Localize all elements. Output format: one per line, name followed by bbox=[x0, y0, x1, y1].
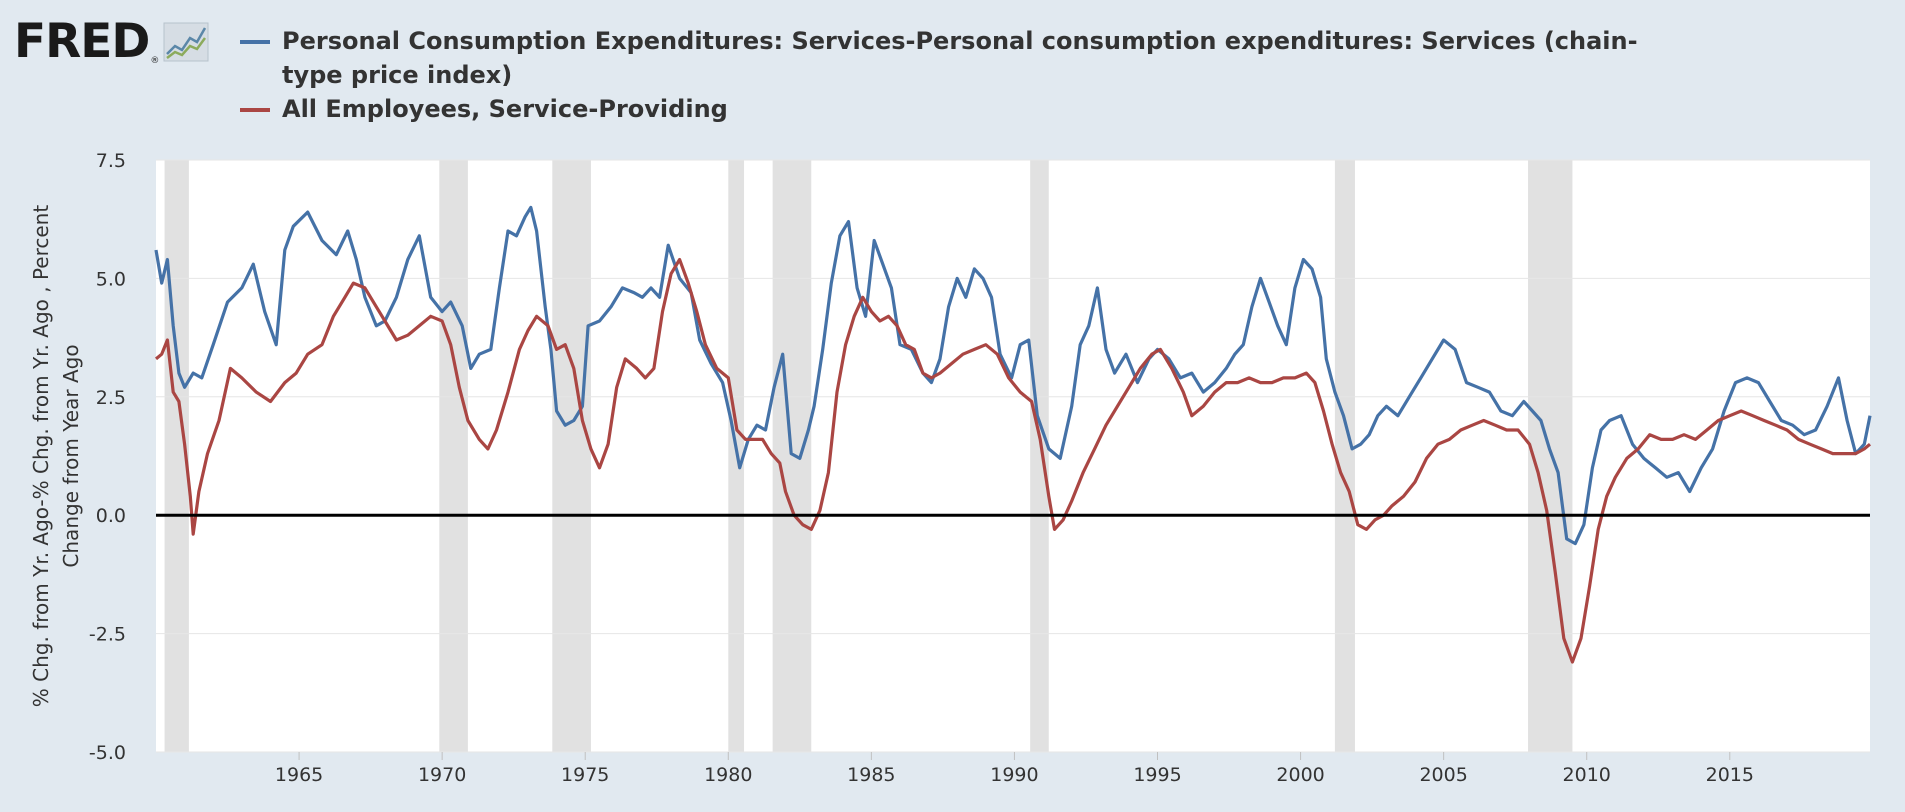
recession-band bbox=[1334, 160, 1355, 752]
line-chart-icon bbox=[163, 22, 209, 62]
y-tick-label: 2.5 bbox=[96, 387, 126, 409]
x-tick-label: 1970 bbox=[418, 764, 466, 786]
legend-label-service-employees: All Employees, Service-Providing bbox=[282, 95, 728, 123]
chart-legend: Personal Consumption Expenditures: Servi… bbox=[240, 24, 1680, 126]
legend-swatch-pce-services bbox=[240, 40, 270, 44]
fred-logo[interactable]: FRED ® bbox=[14, 18, 209, 66]
x-tick-label: 2010 bbox=[1563, 764, 1611, 786]
legend-item-service-employees[interactable]: All Employees, Service-Providing bbox=[240, 92, 1680, 126]
legend-label-pce-services: Personal Consumption Expenditures: Servi… bbox=[282, 27, 1638, 89]
recession-band bbox=[1528, 160, 1573, 752]
x-tick-label: 1980 bbox=[704, 764, 752, 786]
x-tick-label: 1995 bbox=[1133, 764, 1181, 786]
x-tick-label: 1975 bbox=[561, 764, 609, 786]
recession-band bbox=[439, 160, 468, 752]
logo-text: FRED bbox=[14, 14, 150, 69]
legend-swatch-service-employees bbox=[240, 108, 270, 112]
x-tick-label: 2015 bbox=[1706, 764, 1754, 786]
y-tick-label: 0.0 bbox=[96, 505, 126, 527]
series-line-service-employees bbox=[154, 257, 1872, 664]
registered-mark: ® bbox=[150, 56, 160, 66]
recession-band bbox=[772, 160, 812, 752]
y-tick-label: 7.5 bbox=[96, 150, 126, 172]
y-tick-label: 5.0 bbox=[96, 268, 126, 290]
y-tick-label: -5.0 bbox=[89, 742, 126, 764]
series-line-pce-services bbox=[154, 205, 1872, 546]
recession-band bbox=[1030, 160, 1049, 752]
recession-band bbox=[552, 160, 591, 752]
y-axis-label-line: Change from Year Ago bbox=[59, 344, 83, 567]
x-tick-label: 2000 bbox=[1276, 764, 1324, 786]
x-tick-label: 1990 bbox=[990, 764, 1038, 786]
legend-item-pce-services[interactable]: Personal Consumption Expenditures: Servi… bbox=[240, 24, 1680, 92]
x-tick-label: 2005 bbox=[1419, 764, 1467, 786]
y-axis-label-line: % Chg. from Yr. Ago-% Chg. from Yr. Ago … bbox=[29, 205, 53, 708]
x-tick-label: 1965 bbox=[275, 764, 323, 786]
y-axis-label: % Chg. from Yr. Ago-% Chg. from Yr. Ago … bbox=[29, 205, 83, 708]
y-tick-label: -2.5 bbox=[89, 624, 126, 646]
x-tick-label: 1985 bbox=[847, 764, 895, 786]
